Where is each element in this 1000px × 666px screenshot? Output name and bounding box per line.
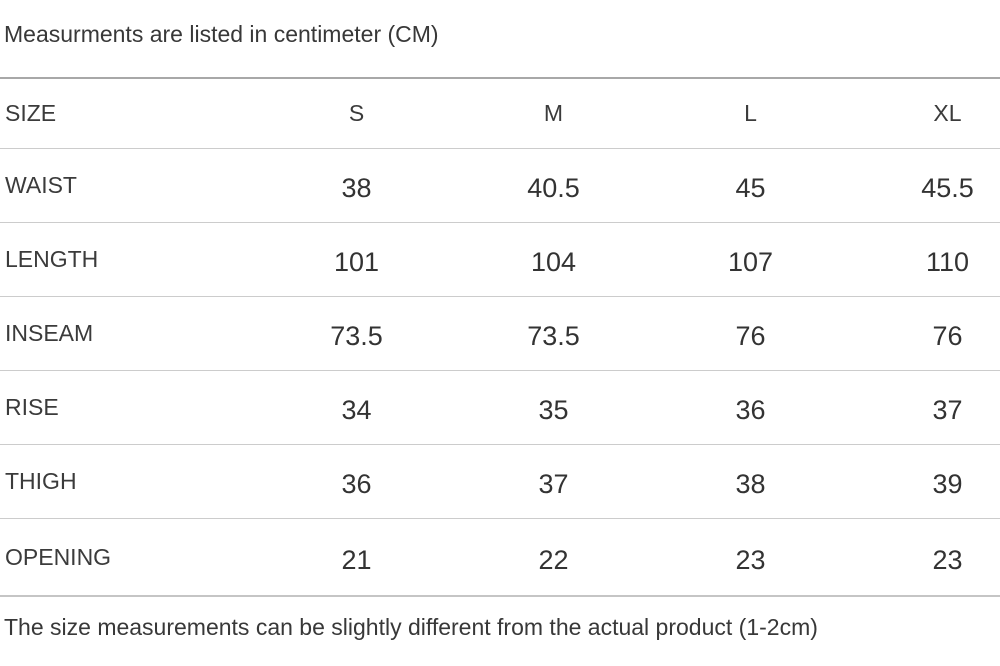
table-row-waist: WAIST 38 40.5 45 45.5 (0, 149, 1000, 223)
cell-value: 76 (735, 321, 766, 351)
row-label: INSEAM (5, 320, 94, 346)
cell-value: 35 (538, 395, 569, 425)
column-header-s: S (348, 100, 365, 126)
cell-value: 107 (727, 247, 774, 277)
table-row-inseam: INSEAM 73.5 73.5 76 76 (0, 297, 1000, 371)
size-disclaimer: The size measurements can be slightly di… (4, 614, 818, 640)
cell-value: 40.5 (527, 173, 580, 203)
cell-value: 36 (341, 469, 372, 499)
cell-value: 21 (341, 544, 372, 575)
cell-value: 23 (735, 544, 766, 575)
cell-value: 45 (735, 173, 766, 203)
cell-value: 37 (932, 395, 963, 425)
cell-value: 38 (341, 173, 372, 203)
cell-value: 45.5 (921, 173, 974, 203)
column-header-xl: XL (933, 100, 962, 126)
size-table: SIZE S M L XL WAIST 38 40.5 45 45.5 LENG… (0, 77, 1000, 597)
cell-value: 34 (341, 395, 372, 425)
cell-value: 104 (530, 247, 577, 277)
table-header-row: SIZE S M L XL (0, 79, 1000, 149)
cell-value: 73.5 (527, 321, 580, 351)
cell-value: 37 (538, 469, 569, 499)
table-row-rise: RISE 34 35 36 37 (0, 371, 1000, 445)
cell-value: 76 (932, 321, 963, 351)
cell-value: 38 (735, 469, 766, 499)
row-label: RISE (5, 394, 59, 420)
cell-value: 73.5 (330, 321, 383, 351)
column-header-l: L (744, 100, 757, 126)
table-row-thigh: THIGH 36 37 38 39 (0, 445, 1000, 519)
table-row-length: LENGTH 101 104 107 110 (0, 223, 1000, 297)
cell-value: 101 (333, 247, 380, 277)
column-header-size: SIZE (5, 100, 57, 126)
cell-value: 36 (735, 395, 766, 425)
page-title: Measurments are listed in centimeter (CM… (4, 21, 439, 47)
row-label: WAIST (5, 172, 77, 198)
row-label: OPENING (5, 543, 112, 570)
cell-value: 39 (932, 469, 963, 499)
table-row-opening: OPENING 21 22 23 23 (0, 519, 1000, 597)
row-label: THIGH (5, 468, 77, 494)
cell-value: 23 (932, 544, 963, 575)
column-header-m: M (543, 100, 564, 126)
cell-value: 22 (538, 544, 569, 575)
row-label: LENGTH (5, 246, 99, 272)
cell-value: 110 (925, 247, 970, 277)
